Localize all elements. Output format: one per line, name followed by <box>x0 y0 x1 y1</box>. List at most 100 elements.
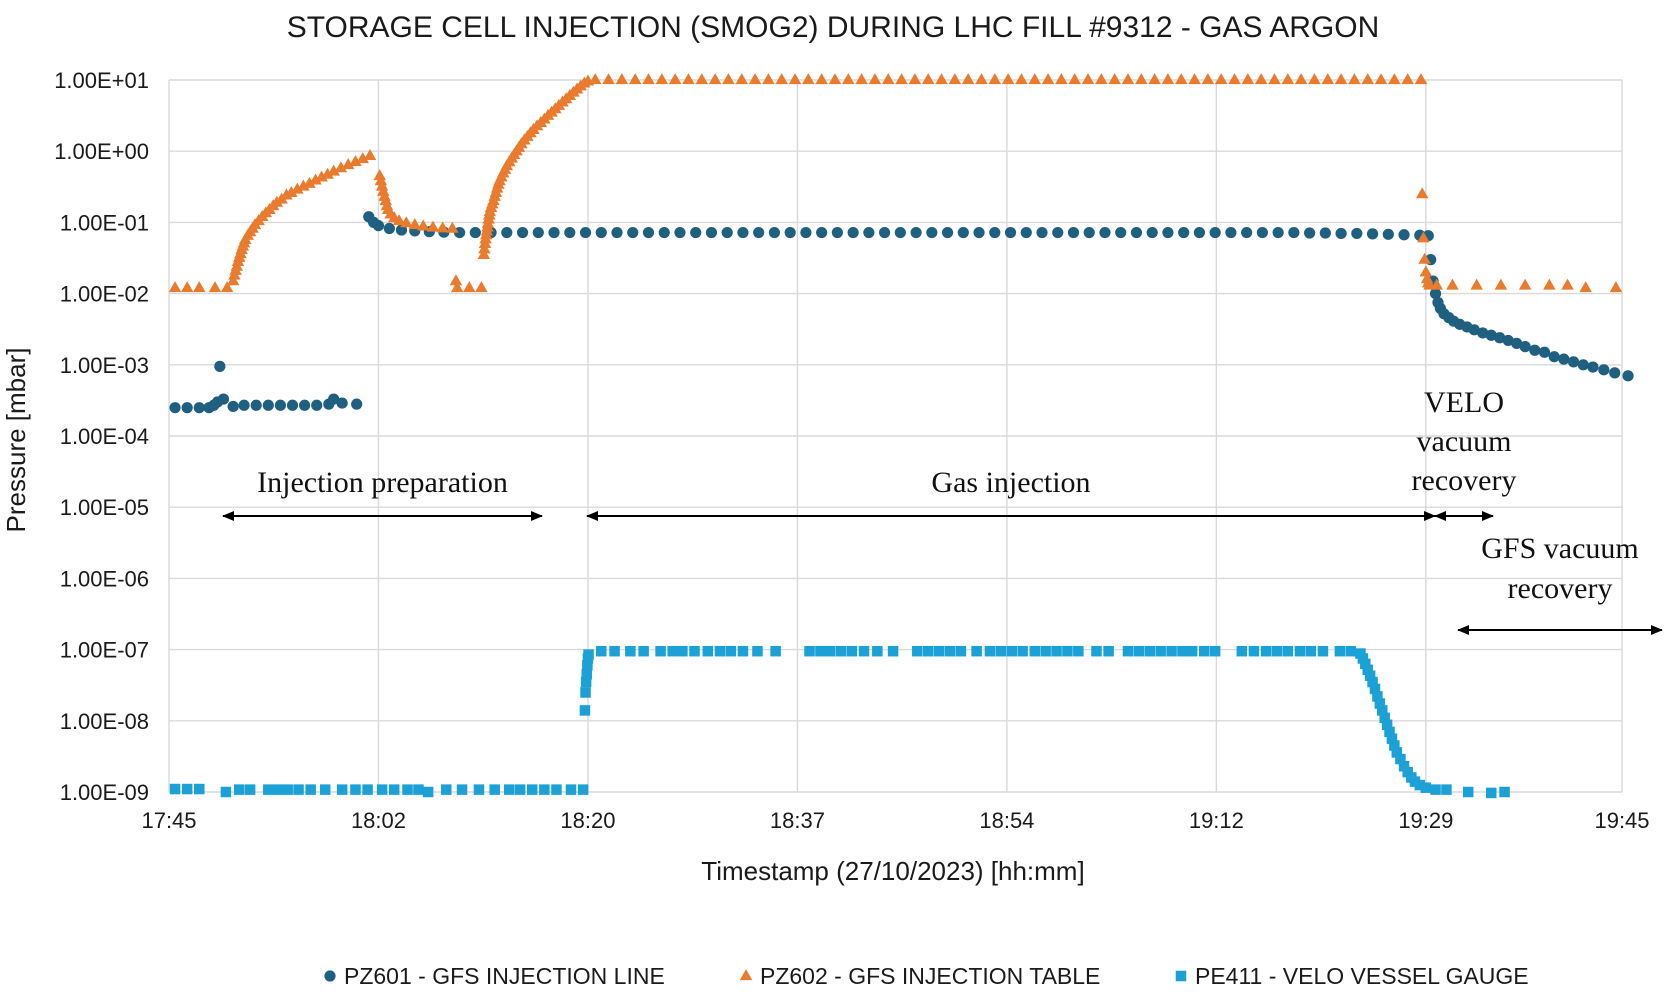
data-point <box>1362 664 1373 676</box>
data-point <box>1321 73 1335 85</box>
data-point <box>855 73 868 85</box>
data-point <box>1288 226 1300 239</box>
data-point <box>1272 226 1284 239</box>
data-point <box>1052 226 1064 239</box>
data-point <box>1067 226 1080 239</box>
data-point <box>1175 73 1188 85</box>
data-point <box>1199 645 1210 657</box>
data-point <box>922 645 934 657</box>
data-point <box>753 226 765 239</box>
data-point <box>667 645 678 657</box>
data-point <box>169 783 181 795</box>
data-point <box>548 226 560 239</box>
data-point <box>1548 351 1560 363</box>
data-point <box>1148 73 1161 85</box>
data-point <box>1294 645 1306 657</box>
data-point <box>375 179 389 191</box>
data-point <box>220 786 232 798</box>
data-point <box>1254 73 1268 85</box>
data-point <box>1377 705 1388 716</box>
legend-marker <box>324 970 336 982</box>
data-point <box>1367 676 1378 688</box>
data-point <box>305 784 316 795</box>
data-point <box>1135 73 1148 85</box>
data-point <box>315 170 328 182</box>
y-tick-label: 1.00E-06 <box>60 566 149 591</box>
data-point <box>1345 645 1357 657</box>
data-point <box>1430 784 1441 795</box>
data-point <box>1029 645 1040 657</box>
data-point <box>1538 346 1551 358</box>
data-point <box>1036 226 1048 239</box>
data-point <box>293 784 304 795</box>
data-point <box>735 73 748 85</box>
data-point <box>244 784 256 795</box>
data-point <box>948 73 962 85</box>
data-point <box>383 222 395 235</box>
data-point <box>194 783 205 795</box>
data-point <box>658 226 670 239</box>
data-point <box>609 645 620 657</box>
data-point <box>910 226 922 239</box>
data-point <box>1384 726 1395 738</box>
data-point <box>655 645 666 657</box>
data-point <box>804 645 815 657</box>
data-point <box>1561 278 1574 290</box>
data-point <box>263 784 274 795</box>
data-point <box>291 182 304 194</box>
data-point <box>784 226 796 239</box>
data-point <box>1281 73 1295 85</box>
data-point <box>1334 73 1348 85</box>
legend-item-1: PZ602 - GFS INJECTION TABLE <box>739 963 1100 989</box>
data-point <box>1579 281 1592 293</box>
legend-item-0: PZ601 - GFS INJECTION LINE <box>324 963 665 989</box>
data-point <box>473 784 485 795</box>
annotations: Injection preparation Gas injection VELO va… <box>222 386 1663 635</box>
x-tick-label: 18:02 <box>351 808 406 833</box>
y-tick-label: 1.00E+01 <box>54 68 149 93</box>
data-point <box>1417 231 1430 243</box>
data-point <box>1389 740 1400 751</box>
data-point <box>456 784 468 795</box>
data-point <box>413 784 424 795</box>
data-point <box>682 73 695 85</box>
data-point <box>373 169 386 181</box>
data-point <box>286 399 299 411</box>
y-tick-label: 1.00E-09 <box>60 780 149 805</box>
y-tick-label: 1.00E+00 <box>54 139 149 164</box>
data-point <box>1395 753 1406 765</box>
data-point <box>1209 645 1221 657</box>
data-point <box>1381 719 1393 731</box>
data-point <box>1360 658 1371 670</box>
legend: PZ601 - GFS INJECTION LINE PZ602 - GFS IN… <box>324 963 1529 989</box>
chart-title: STORAGE CELL INJECTION (SMOG2) DURING LH… <box>287 11 1379 44</box>
data-point <box>1081 73 1095 85</box>
data-point <box>1161 73 1175 85</box>
data-point <box>912 645 923 657</box>
data-point <box>1543 278 1556 290</box>
data-point <box>1051 645 1062 657</box>
annotation-1: Gas injection <box>586 466 1436 521</box>
data-point <box>1028 73 1041 85</box>
data-point <box>1420 782 1432 793</box>
data-point <box>1398 229 1410 241</box>
data-point <box>1004 226 1017 239</box>
data-point <box>1241 226 1253 239</box>
annotation-0: Injection preparation <box>222 466 543 521</box>
data-point <box>441 784 452 795</box>
data-point <box>1319 227 1331 239</box>
data-point <box>272 784 284 795</box>
data-point <box>1130 226 1143 239</box>
data-point <box>1225 226 1237 239</box>
data-point <box>334 161 348 173</box>
legend-marker <box>1175 970 1187 982</box>
data-point <box>376 784 388 795</box>
data-point <box>336 784 348 795</box>
data-point <box>539 784 550 795</box>
series-markers <box>168 73 1634 799</box>
data-point <box>705 226 718 239</box>
data-point <box>627 226 639 239</box>
data-point <box>1015 73 1028 85</box>
data-point <box>356 152 369 164</box>
